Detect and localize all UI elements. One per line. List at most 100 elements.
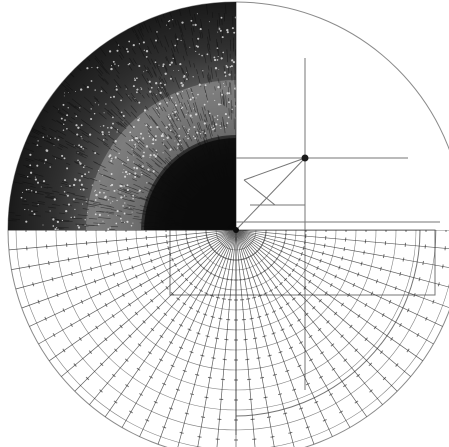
hatch-stroke — [130, 92, 139, 104]
hatch-stroke — [82, 84, 87, 88]
hatch-stroke — [83, 107, 91, 114]
hatch-stroke — [98, 198, 108, 201]
speckle-dot — [129, 131, 132, 134]
tick-mark — [176, 297, 181, 301]
spoke-line — [235, 230, 315, 445]
speckle-dot — [58, 108, 59, 110]
speckle-dot — [29, 164, 32, 167]
hatch-stroke — [150, 171, 157, 176]
speckle-dot — [116, 129, 119, 131]
tick-mark — [299, 341, 303, 345]
speckle-dot — [64, 119, 66, 121]
tick-mark — [150, 327, 155, 332]
hatch-stroke — [147, 182, 155, 187]
shade-dark-core — [144, 138, 236, 230]
spoke-line — [235, 230, 449, 251]
hatch-stroke — [159, 76, 163, 82]
hatch-stroke — [95, 68, 103, 76]
tick-mark — [388, 299, 392, 304]
hatch-stroke — [62, 204, 73, 207]
speckle-dot — [156, 153, 158, 155]
hatch-stroke — [87, 140, 99, 148]
hatch-stroke — [35, 129, 46, 135]
hatch-stroke — [98, 217, 111, 219]
hatch-stroke — [145, 105, 149, 111]
hatch-stroke — [113, 78, 122, 89]
speckle-dot — [102, 175, 104, 177]
hatch-stroke — [67, 128, 73, 133]
speckle-dot — [138, 101, 141, 104]
speckle-dot — [126, 50, 129, 53]
speckle-dot — [226, 92, 229, 95]
speckle-dot — [123, 168, 125, 170]
speckle-dot — [126, 48, 128, 50]
speckle-dot — [122, 121, 124, 123]
hatch-stroke — [148, 182, 157, 187]
speckle-dot — [75, 124, 78, 127]
tick-mark — [205, 269, 210, 273]
spoke-line — [8, 230, 237, 251]
hatch-stroke — [37, 181, 50, 186]
hatch-stroke — [186, 73, 189, 81]
tick-mark — [292, 388, 297, 391]
speckle-dot — [212, 128, 214, 131]
tick-mark — [121, 293, 125, 297]
tick-mark — [259, 271, 263, 275]
hatch-stroke — [108, 213, 114, 215]
tick-mark — [288, 346, 294, 350]
speckle-dot — [176, 38, 179, 41]
hatch-stroke — [111, 63, 117, 70]
tick-mark — [78, 337, 82, 341]
speckle-dot — [132, 85, 135, 88]
hatch-stroke — [222, 119, 225, 127]
tick-mark — [146, 243, 149, 248]
hatch-stroke — [178, 141, 184, 150]
speckle-dot — [128, 62, 131, 65]
tick-mark — [189, 351, 194, 354]
speckle-dot — [156, 125, 159, 129]
speckle-dot — [143, 151, 145, 154]
hatch-stroke — [135, 33, 141, 44]
hatch-stroke — [117, 121, 123, 127]
hatch-stroke — [123, 207, 134, 211]
speckle-dot — [97, 169, 99, 171]
hatch-stroke — [177, 20, 182, 33]
hatch-stroke — [179, 92, 183, 100]
speckle-dot — [146, 69, 148, 71]
speckle-dot — [80, 88, 83, 91]
speckle-dot — [143, 109, 147, 112]
speckle-dot — [42, 136, 45, 139]
hatch-stroke — [156, 155, 167, 165]
hatch-stroke — [190, 117, 194, 124]
tick-mark — [186, 240, 189, 246]
hatch-stroke — [223, 93, 226, 107]
hatch-stroke — [167, 133, 172, 140]
tick-mark — [321, 251, 324, 256]
speckle-dot — [167, 21, 169, 23]
tick-mark — [119, 324, 123, 329]
tick-mark — [189, 306, 193, 310]
speckle-dot — [24, 208, 26, 211]
tick-mark — [416, 333, 420, 337]
speckle-dot — [77, 159, 79, 162]
speckle-dot — [128, 95, 130, 97]
speckle-dot — [175, 104, 178, 107]
hatch-stroke — [22, 164, 28, 167]
construction-diagonal — [235, 157, 306, 231]
spoke-line — [215, 230, 237, 447]
hatch-stroke — [192, 27, 195, 33]
hatch-stroke — [219, 81, 221, 89]
speckle-dot — [129, 139, 131, 142]
hatch-stroke — [158, 84, 163, 92]
speckle-dot — [75, 115, 78, 118]
speckle-dot — [233, 31, 236, 34]
hatch-stroke — [141, 50, 145, 58]
hatch-stroke — [32, 129, 42, 135]
speckle-dot — [114, 156, 117, 159]
hatch-stroke — [71, 117, 76, 120]
speckle-dot — [169, 117, 171, 120]
speckle-dot — [228, 101, 230, 104]
tick-mark — [291, 268, 295, 273]
speckle-dot — [110, 65, 113, 67]
hatch-stroke — [212, 115, 215, 127]
